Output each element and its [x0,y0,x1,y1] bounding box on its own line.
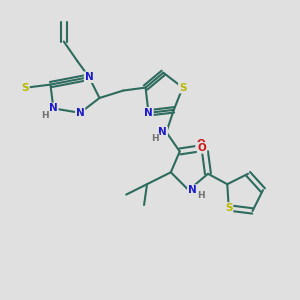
Text: N: N [85,72,93,82]
Text: H: H [151,134,159,142]
Text: N: N [144,108,153,118]
Text: H: H [197,191,204,200]
Text: S: S [21,82,29,93]
Text: H: H [41,111,48,120]
Text: N: N [158,127,167,137]
Text: N: N [76,108,85,118]
Text: S: S [179,82,186,93]
Text: N: N [49,103,58,113]
Text: S: S [225,203,232,213]
Text: O: O [196,139,205,149]
Text: O: O [198,143,206,153]
Text: N: N [188,185,197,195]
